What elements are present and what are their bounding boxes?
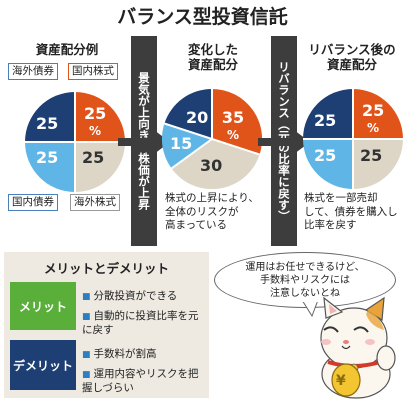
pie1-value-tl: 25: [36, 114, 59, 133]
col2-title-line2: 資産配分: [187, 57, 238, 72]
bullet-icon: ■: [82, 370, 91, 380]
pie1-value-br: 25: [82, 148, 105, 167]
slice-changed-domestic-stock: [212, 89, 262, 155]
pie2-value-tr-unit: %: [226, 128, 240, 142]
col1-title: 資産配分例: [35, 42, 99, 57]
pie2-value-tr-num: 35: [221, 108, 245, 127]
pie1-value-tr-unit: %: [88, 124, 102, 138]
pie2-value-b: 30: [200, 156, 223, 175]
bubble-line: 注意しないとね: [270, 287, 340, 299]
slice-changed-foreign-stock: [171, 139, 260, 189]
slice-foreign-bond: [25, 92, 75, 142]
col3-desc-line: して、債券を購入し: [304, 205, 398, 218]
col2-desc-line: 高まっている: [165, 219, 228, 231]
coin-yen-symbol: ¥: [336, 373, 346, 389]
speech-bubble-text: 運用はお任せできるけど、 手数料やリスクには 注意しないとね: [245, 261, 364, 300]
col3-desc-line: 株式を一部売却: [304, 192, 378, 204]
demerit-item: ■ 手数料が割高: [82, 348, 207, 362]
merit-item: ■ 分散投資ができる: [82, 290, 207, 304]
pie1-value-tr: 25%: [84, 106, 106, 139]
col3-description: 株式を一部売却 して、債券を購入し 比率を戻す: [304, 192, 404, 233]
lucky-cat-icon: [320, 296, 396, 399]
pie-rebalanced: [303, 89, 403, 189]
bubble-line: 手数料やリスクには: [260, 274, 350, 286]
bubble-line: 運用はお任せできるけど、: [245, 261, 365, 273]
page-title: バランス型投資信託: [117, 6, 288, 28]
demerit-item-text: 運用内容やリスクを把握しづらい: [82, 368, 199, 394]
tag-domestic-bond: 国内債券: [8, 194, 58, 211]
arrow-icon-2: [258, 130, 310, 154]
bullet-icon: ■: [82, 292, 91, 302]
col3-title-line1: リバランス後の: [308, 42, 396, 57]
merit-badge: メリット: [10, 282, 76, 330]
pie3-value-tr-unit: %: [366, 121, 380, 135]
pie3-value-tl: 25: [314, 111, 337, 130]
col2-description: 株式の上昇により、 全体のリスクが 高まっている: [165, 192, 270, 233]
pie-example: [25, 92, 125, 192]
tag-foreign-stock: 海外株式: [70, 194, 120, 211]
bubble-tail-icon: [301, 300, 319, 318]
pie2-value-l: 15: [170, 134, 193, 153]
pie2-value-tr: 35%: [221, 110, 245, 143]
pie1-value-bl: 25: [36, 148, 59, 167]
pie3-value-tr-num: 25: [362, 101, 385, 120]
merit-item-text: 分散投資ができる: [93, 290, 178, 302]
slice-changed-domestic-bond: [162, 123, 212, 169]
bullet-icon: ■: [82, 350, 91, 360]
pie2-value-tl: 20: [186, 108, 209, 127]
pie-changed: [162, 89, 262, 189]
slice-rebal-foreign-bond: [303, 89, 353, 139]
pie1-value-tr-num: 25: [84, 104, 107, 123]
demerit-item-text: 手数料が割高: [93, 348, 157, 360]
merits-demerits-box: メリットとデメリット メリット ■ 分散投資ができる ■ 自動的に投資比率を元に戻す…: [4, 252, 209, 398]
bullet-icon: ■: [82, 312, 91, 322]
slice-foreign-stock: [75, 142, 125, 192]
col2-title-line1: 変化した: [187, 42, 238, 57]
demerit-item: ■ 運用内容やリスクを把握しづらい: [82, 368, 207, 395]
demerit-badge: デメリット: [10, 340, 76, 390]
slice-domestic-stock: [75, 92, 125, 142]
tag-domestic-stock: 国内株式: [68, 63, 118, 80]
col3-title: リバランス後の 資産配分: [300, 42, 404, 72]
slice-domestic-bond: [25, 142, 75, 192]
col2-desc-line: 株式の上昇により、: [165, 192, 259, 204]
col3-title-line2: 資産配分: [326, 57, 377, 72]
col2-desc-line: 全体のリスクが: [165, 205, 239, 218]
slice-rebal-domestic-bond: [303, 139, 353, 189]
arrow-icon-1: [118, 130, 170, 154]
pie3-value-br: 25: [360, 146, 383, 165]
tag-foreign-bond: 海外債券: [8, 63, 58, 80]
col2-title: 変化した 資産配分: [160, 42, 266, 72]
merit-item: ■ 自動的に投資比率を元に戻す: [82, 310, 207, 337]
col3-desc-line: 比率を戻す: [304, 219, 357, 231]
slice-rebal-foreign-stock: [353, 139, 403, 189]
speech-bubble: 運用はお任せできるけど、 手数料やリスクには 注意しないとね: [214, 252, 396, 308]
pie3-value-bl: 25: [314, 146, 337, 165]
pie3-value-tr: 25%: [362, 103, 384, 136]
merits-title: メリットとデメリット: [43, 261, 169, 276]
slice-rebal-domestic-stock: [353, 89, 403, 139]
merit-item-text: 自動的に投資比率を元に戻す: [82, 310, 199, 336]
